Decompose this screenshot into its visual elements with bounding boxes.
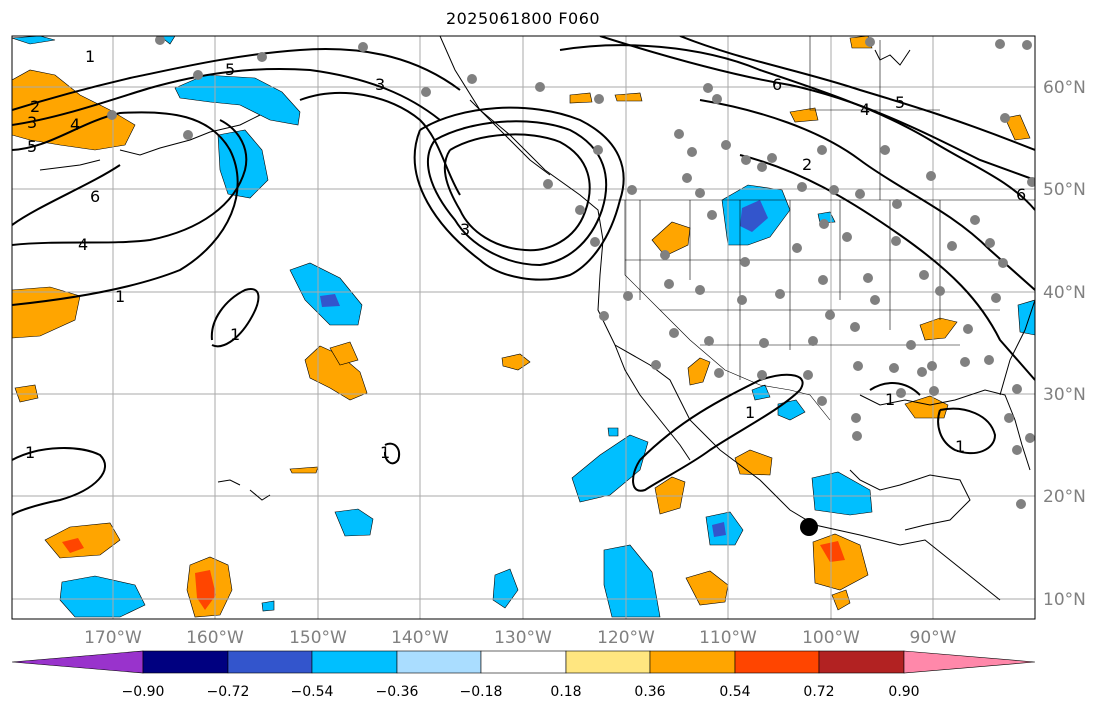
colorbar-tick: −0.36: [376, 684, 419, 700]
contour-label: 1: [115, 287, 125, 306]
contour-lines: [12, 36, 1035, 516]
contour-label: 2: [30, 97, 40, 116]
contour-label: 5: [225, 60, 235, 79]
contour-label: 2: [802, 155, 812, 174]
lon-label: 120°W: [597, 628, 655, 648]
colorbar-extend-high: [903, 650, 1036, 674]
lat-label: 30°N: [1043, 385, 1086, 405]
contour-label: 3: [375, 75, 385, 94]
lon-label: 100°W: [802, 628, 860, 648]
contour-label: 5: [895, 93, 905, 112]
lat-label: 40°N: [1043, 283, 1086, 303]
lat-label: 20°N: [1043, 487, 1086, 507]
contour-label: 1: [885, 390, 895, 409]
station-dots: [107, 36, 1035, 509]
contour-label: 1: [230, 325, 240, 344]
contour-label: 6: [90, 187, 100, 206]
contour-label: 1: [380, 443, 390, 462]
map-title: 2025061800 F060: [445, 9, 601, 28]
lat-label: 60°N: [1043, 78, 1086, 98]
contour-label: 1: [25, 443, 35, 462]
colorbar-tick: 0.72: [803, 684, 834, 700]
location-marker: [800, 518, 818, 536]
lat-label: 10°N: [1043, 590, 1086, 610]
colorbar-tick: −0.18: [460, 684, 503, 700]
lon-label: 150°W: [289, 628, 347, 648]
colorbar-tick: 0.54: [719, 684, 750, 700]
contour-label: 1: [85, 47, 95, 66]
lon-label: 90°W: [910, 628, 957, 648]
contour-label: 6: [1016, 185, 1026, 204]
contour-labels: 1 2 3 4 5 6 4 1 5 3 3 1 1 1 6 4 5 2 6 1 …: [25, 47, 1026, 462]
colorbar-ticks: −0.90 −0.72 −0.54 −0.36 −0.18 0.18 0.36 …: [122, 684, 920, 700]
lon-label: 170°W: [84, 628, 142, 648]
colorbar: [11, 650, 1036, 674]
contour-label: 5: [27, 137, 37, 156]
colorbar-tick: −0.72: [207, 684, 250, 700]
contour-label: 1: [955, 437, 965, 456]
colorbar-tick: 0.36: [634, 684, 665, 700]
colorbar-tick: 0.90: [888, 684, 919, 700]
lon-label: 130°W: [494, 628, 552, 648]
contour-label: 3: [460, 220, 470, 239]
strong-negative-fill: [320, 200, 768, 537]
contour-label: 4: [78, 235, 88, 254]
political-borders: [598, 36, 1035, 421]
colorbar-tick: −0.90: [122, 684, 165, 700]
map-content: 1 2 3 4 5 6 4 1 5 3 3 1 1 1 6 4 5 2 6 1 …: [12, 36, 1035, 619]
colorbar-tick: 0.18: [550, 684, 581, 700]
positive-anomaly-fill: [12, 36, 1031, 618]
latitude-labels: 60°N 50°N 40°N 30°N 20°N 10°N: [1043, 78, 1086, 610]
colorbar-tick: −0.54: [291, 684, 334, 700]
colorbar-extend-low: [11, 650, 144, 674]
graticule: [12, 36, 1035, 619]
lon-label: 110°W: [699, 628, 757, 648]
lon-label: 140°W: [391, 628, 449, 648]
longitude-labels: 170°W 160°W 150°W 140°W 130°W 120°W 110°…: [84, 628, 957, 648]
strong-positive-fill: [62, 538, 845, 610]
map-frame: [11, 35, 1036, 620]
lon-label: 160°W: [186, 628, 244, 648]
coastlines: [39, 36, 1035, 601]
lat-label: 50°N: [1043, 180, 1086, 200]
contour-label: 6: [772, 75, 782, 94]
contour-label: 1: [745, 403, 755, 422]
contour-label: 4: [70, 115, 80, 134]
contour-label: 4: [860, 100, 870, 119]
contour-label: 3: [27, 113, 37, 132]
